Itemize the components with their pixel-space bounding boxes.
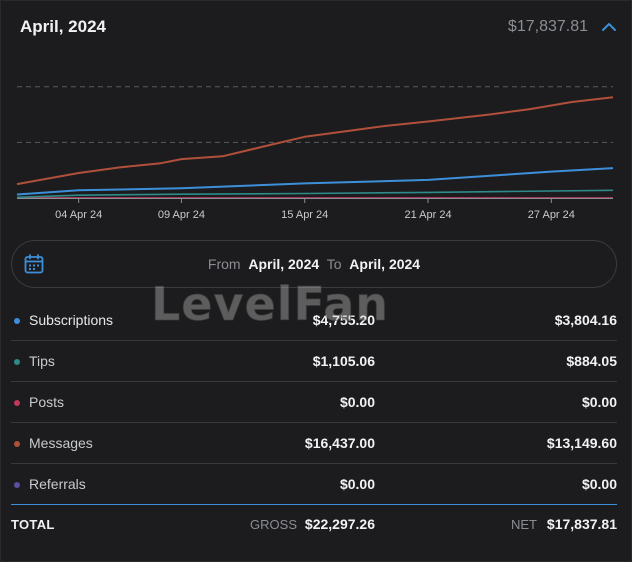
earnings-chart: 04 Apr 24 09 Apr 24 15 Apr 24 21 Apr 24 27 A… <box>16 86 614 221</box>
total-row: TOTAL GROSS $22,297.26 NET $17,837.81 <box>11 505 617 547</box>
chevron-up-icon <box>602 23 616 31</box>
gross-label: GROSS <box>250 517 297 532</box>
series-line-subscriptions <box>16 167 614 196</box>
earnings-row-tips: Tips $1,105.06 $884.05 <box>11 341 617 382</box>
month-title: April, 2024 <box>20 17 106 36</box>
row-gross: $1,105.06 <box>312 353 375 369</box>
series-line-tips <box>16 189 614 199</box>
row-net: $0.00 <box>581 476 617 492</box>
x-tick-label: 27 Apr 24 <box>528 209 575 221</box>
x-tick-label: 09 Apr 24 <box>158 209 205 221</box>
date-range-text: From April, 2024 To April, 2024 <box>12 256 616 272</box>
earnings-row-subscriptions: Subscriptions $4,755.20 $3,804.16 <box>11 300 617 341</box>
row-gross: $0.00 <box>339 476 375 492</box>
x-tick-label: 15 Apr 24 <box>281 209 328 221</box>
row-gross: $0.00 <box>339 394 375 410</box>
row-label: Referrals <box>29 476 86 492</box>
row-label: Tips <box>29 353 55 369</box>
calendar-button[interactable] <box>23 253 45 275</box>
header: April, 2024 $17,837.81 <box>1 1 632 53</box>
gross-total: $22,297.26 <box>304 516 375 532</box>
row-net: $884.05 <box>566 353 617 369</box>
date-range-picker[interactable]: From April, 2024 To April, 2024 <box>11 240 617 288</box>
row-net: $13,149.60 <box>546 435 617 451</box>
header-total: $17,837.81 <box>507 18 588 35</box>
row-net: $0.00 <box>581 394 617 410</box>
posts-dot-icon <box>14 400 20 406</box>
calendar-icon <box>24 254 44 274</box>
to-label: To <box>326 256 342 272</box>
row-net: $3,804.16 <box>554 312 617 328</box>
row-label: Subscriptions <box>29 312 114 328</box>
x-tick-label: 21 Apr 24 <box>404 209 451 221</box>
from-label: From <box>207 256 241 272</box>
row-gross: $16,437.00 <box>304 435 375 451</box>
earnings-row-posts: Posts $0.00 $0.00 <box>11 382 617 423</box>
to-value[interactable]: April, 2024 <box>349 256 421 272</box>
series-line-messages <box>16 96 614 186</box>
x-tick-label: 04 Apr 24 <box>55 209 102 221</box>
total-label: TOTAL <box>11 517 55 532</box>
from-value[interactable]: April, 2024 <box>248 256 320 272</box>
row-label: Posts <box>29 394 65 410</box>
row-label: Messages <box>29 435 93 451</box>
collapse-button[interactable] <box>599 17 619 37</box>
net-label: NET <box>511 517 537 532</box>
subscriptions-dot-icon <box>14 318 20 324</box>
row-gross: $4,755.20 <box>312 312 375 328</box>
earnings-row-referrals: Referrals $0.00 $0.00 <box>11 464 617 505</box>
referrals-dot-icon <box>14 482 20 488</box>
earnings-row-messages: Messages $16,437.00 $13,149.60 <box>11 423 617 464</box>
tips-dot-icon <box>14 359 20 365</box>
messages-dot-icon <box>14 441 20 447</box>
net-total: $17,837.81 <box>546 516 617 532</box>
